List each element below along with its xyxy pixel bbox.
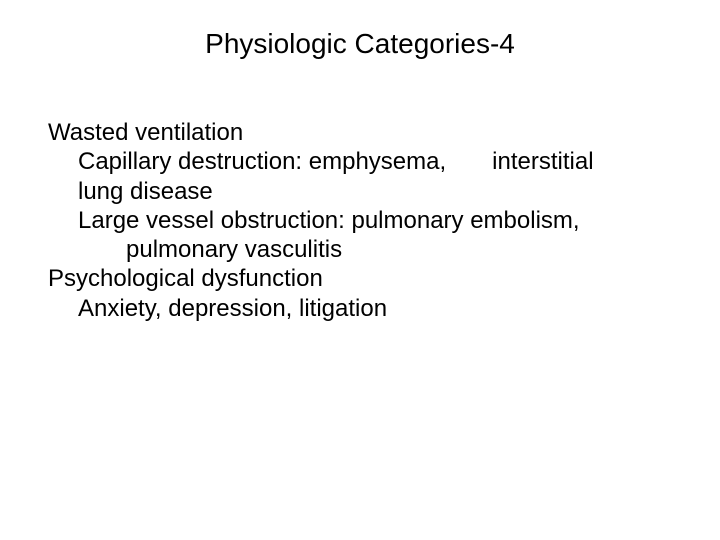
heading-wasted-ventilation: Wasted ventilation <box>48 118 672 147</box>
body-line: Large vessel obstruction: pulmonary embo… <box>78 206 672 235</box>
text-span: interstitial <box>492 148 593 175</box>
slide: Physiologic Categories-4 Wasted ventilat… <box>0 0 720 540</box>
body-line: Anxiety, depression, litigation <box>78 294 672 323</box>
heading-psych-dysfunction: Psychological dysfunction <box>48 264 672 293</box>
body-line: pulmonary vasculitis <box>126 235 672 264</box>
text-span: Capillary destruction: emphysema, <box>78 148 446 175</box>
body-line: lung disease <box>78 177 672 206</box>
slide-body: Wasted ventilation Capillary destruction… <box>48 118 672 323</box>
slide-title: Physiologic Categories-4 <box>0 28 720 60</box>
body-line: Capillary destruction: emphysema, interst… <box>78 147 672 176</box>
